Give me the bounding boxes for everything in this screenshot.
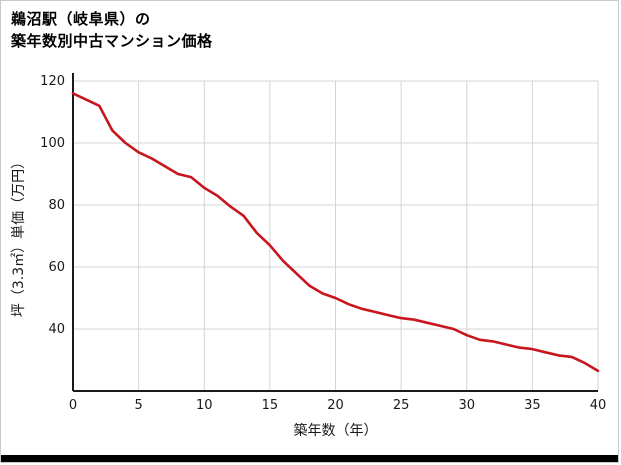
x-tick-label: 20 [327,398,344,413]
y-tick-label: 80 [48,198,65,213]
x-tick-label: 30 [458,398,475,413]
x-tick-label: 15 [262,398,279,413]
x-tick-label: 35 [524,398,541,413]
y-tick-label: 120 [40,74,65,89]
y-tick-label: 60 [48,260,65,275]
x-tick-label: 5 [134,398,142,413]
y-axis-label: 坪（3.3㎡）単価（万円） [11,155,27,317]
x-tick-label: 10 [196,398,213,413]
y-tick-label: 40 [48,322,65,337]
x-axis-label: 築年数（年） [294,423,378,439]
y-tick-label: 100 [40,136,65,151]
line-chart: 40 60 80 100 120 0 5 10 15 20 25 30 35 40 築年数（年） 坪（3.3㎡… [11,73,607,439]
price-line-series [71,92,600,373]
x-tick-label: 25 [393,398,410,413]
chart-title-line2: 築年数別中古マンション価格 [11,31,213,50]
chart-title-line1: 鵜沼駅（岐阜県）の [11,10,151,28]
chart-title: 鵜沼駅（岐阜県）の 築年数別中古マンション価格 [1,1,618,53]
x-tick-label: 0 [69,398,77,413]
bottom-bar [1,455,618,462]
x-tick-label: 40 [590,398,607,413]
